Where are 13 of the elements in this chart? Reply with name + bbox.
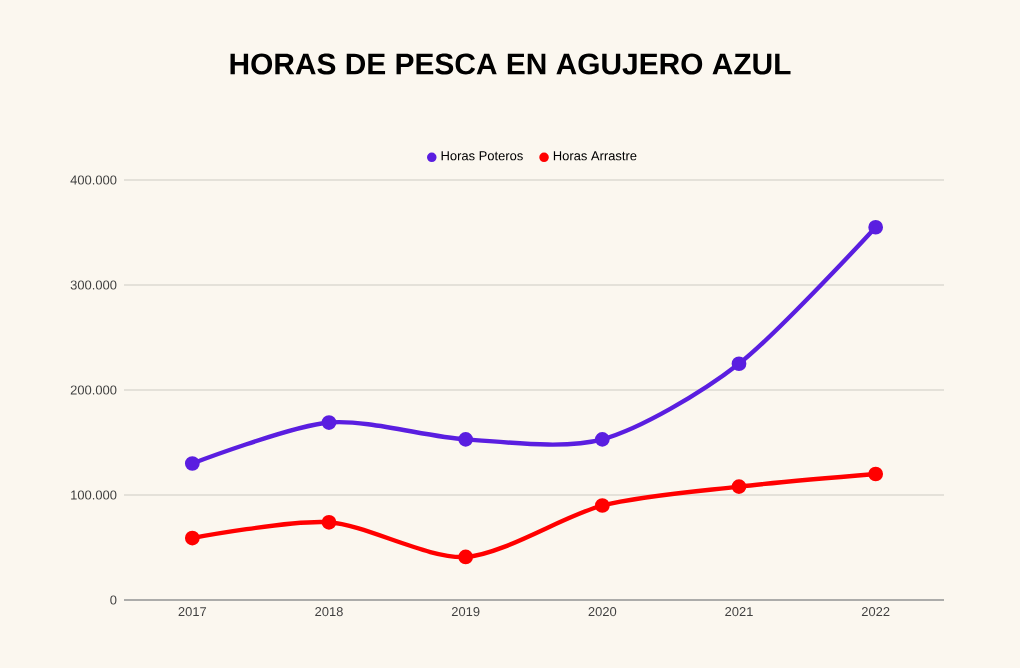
point [731,356,747,372]
point [868,219,884,235]
point [184,530,200,546]
point [321,415,337,430]
point [594,498,610,513]
chart-title: HORAS DE PESCA EN AGUJERO AZUL [230,53,791,75]
point [868,466,884,482]
point [321,514,337,530]
point [458,549,474,565]
point [184,456,200,471]
point [731,479,747,494]
point [594,431,610,447]
point [458,431,474,447]
